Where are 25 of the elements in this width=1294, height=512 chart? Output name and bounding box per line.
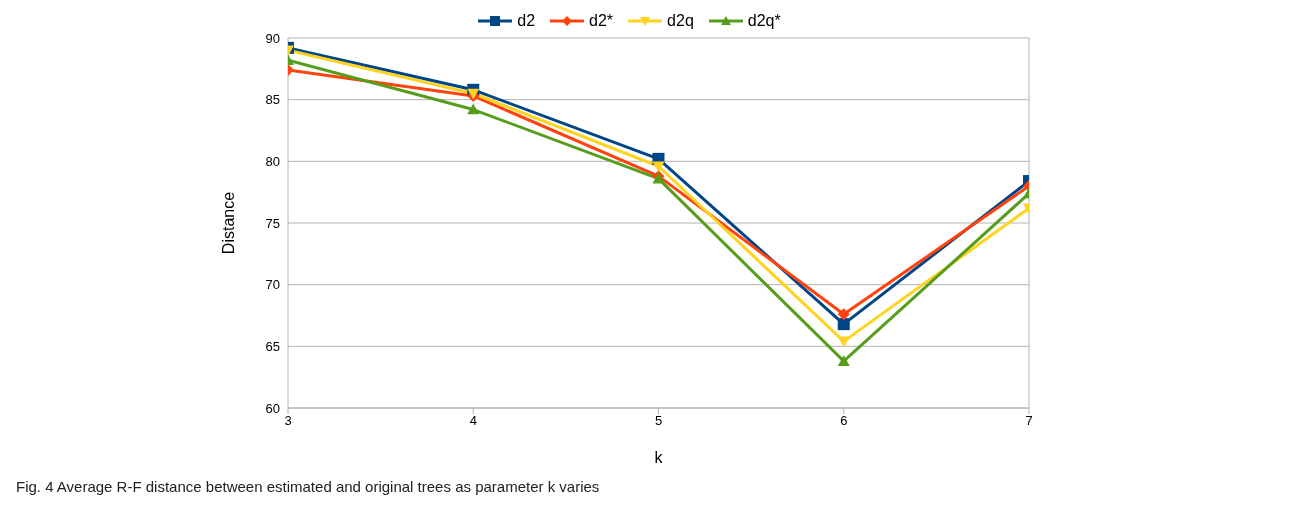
- legend-label: d2q: [667, 12, 694, 30]
- point: [837, 336, 850, 348]
- point: [652, 161, 665, 173]
- point: [467, 103, 480, 115]
- x-tick-label: 3: [284, 413, 292, 429]
- x-tick-label: 4: [469, 413, 477, 429]
- y-tick-label: 65: [265, 338, 280, 354]
- point: [837, 318, 850, 331]
- y-tick-label: 80: [265, 153, 280, 169]
- y-tick-label: 75: [265, 215, 280, 231]
- point: [837, 308, 850, 321]
- y-tick-label: 70: [265, 277, 280, 293]
- y-axis-title: Distance: [219, 191, 237, 255]
- x-axis-title: k: [654, 449, 664, 466]
- point: [837, 355, 850, 366]
- x-tick-label: 6: [840, 413, 848, 429]
- legend-label: d2*: [589, 12, 614, 30]
- legend-label: d2: [517, 12, 536, 30]
- x-tick-label: 7: [1025, 413, 1033, 429]
- y-tick-label: 85: [265, 92, 280, 108]
- x-tick-label: 5: [654, 413, 663, 429]
- y-tick-label: 60: [265, 400, 280, 416]
- y-tick-label: 90: [265, 30, 280, 46]
- caption: Fig. 4 Average R-F distance between estimated and original trees as parameter k varies: [16, 478, 601, 495]
- legend-label: d2q*: [747, 12, 781, 30]
